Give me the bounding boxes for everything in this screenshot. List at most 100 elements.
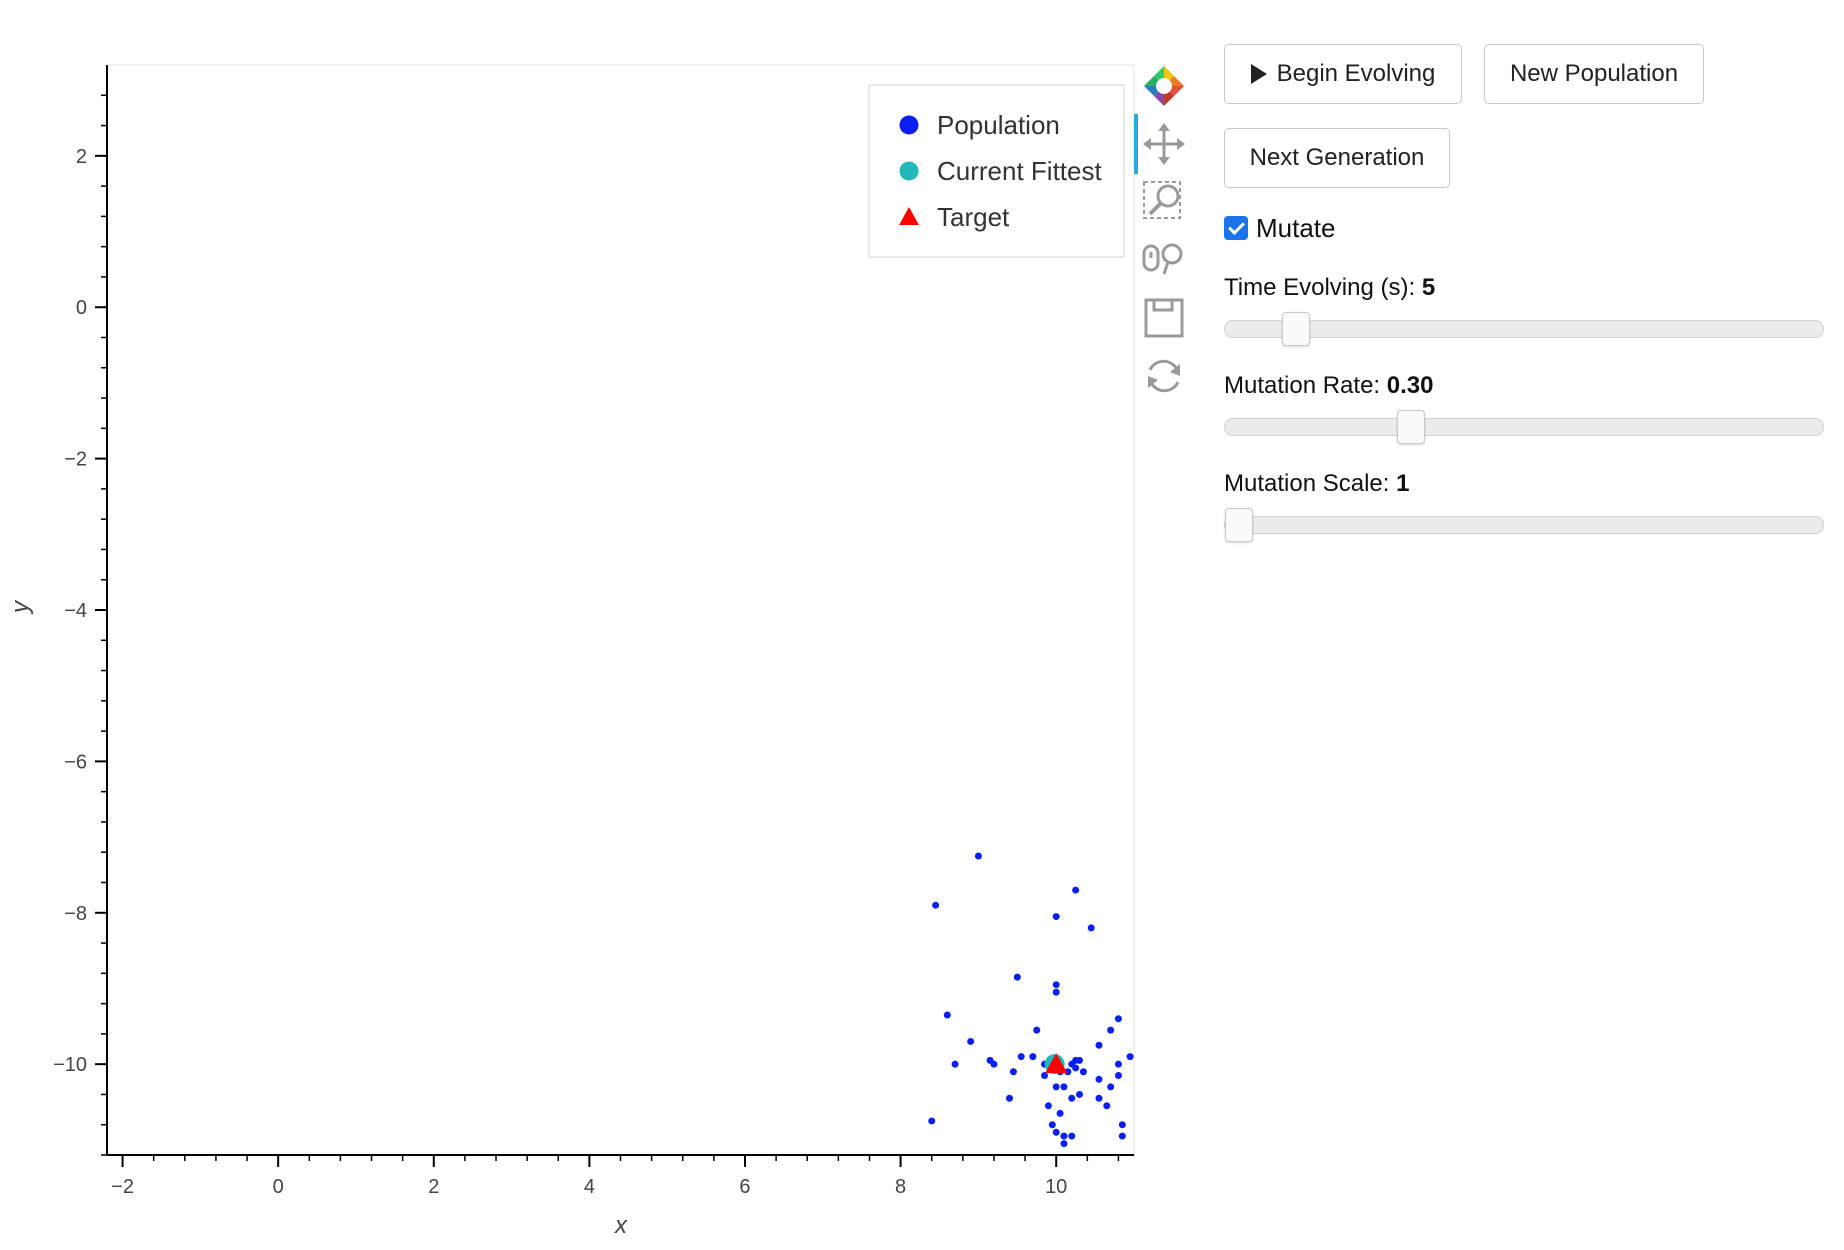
population-point[interactable] — [1044, 1102, 1052, 1110]
legend: Population Current Fittest Target — [868, 84, 1125, 258]
mutation-rate-slider[interactable] — [1224, 410, 1824, 444]
population-point[interactable] — [1052, 988, 1060, 996]
population-point[interactable] — [990, 1060, 998, 1068]
next-generation-button[interactable]: Next Generation — [1224, 128, 1450, 188]
population-point[interactable] — [1068, 1132, 1076, 1140]
population-point[interactable] — [1017, 1053, 1025, 1061]
population-point[interactable] — [1118, 1121, 1126, 1129]
population-point[interactable] — [1048, 1121, 1056, 1129]
population-point[interactable] — [1052, 1128, 1060, 1136]
reset-icon[interactable] — [1140, 352, 1188, 400]
population-point[interactable] — [1041, 1072, 1049, 1080]
population-point[interactable] — [1033, 1026, 1041, 1034]
y-tick-label: −4 — [64, 600, 87, 622]
active-tool-indicator — [1134, 114, 1138, 174]
x-tick-label: 6 — [739, 1176, 750, 1198]
mutate-checkbox[interactable] — [1224, 216, 1248, 240]
time-evolving-slider[interactable] — [1224, 312, 1824, 346]
bokeh-logo-icon[interactable] — [1140, 62, 1188, 110]
population-point[interactable] — [1052, 981, 1060, 989]
x-tick-label: 8 — [895, 1176, 906, 1198]
population-point[interactable] — [967, 1037, 975, 1045]
y-axis-title: y — [7, 599, 34, 615]
population-point[interactable] — [1029, 1053, 1037, 1061]
population-point[interactable] — [1114, 1072, 1122, 1080]
population-point[interactable] — [1072, 886, 1080, 894]
population-point[interactable] — [928, 1117, 936, 1125]
population-point[interactable] — [1114, 1015, 1122, 1023]
box-zoom-icon[interactable] — [1140, 178, 1188, 226]
y-tick-label: 0 — [76, 297, 87, 319]
population-point[interactable] — [1107, 1083, 1115, 1091]
time-evolving-text: Time Evolving (s): — [1224, 274, 1422, 301]
mutation-scale-slider[interactable] — [1224, 508, 1824, 542]
population-point[interactable] — [1056, 1109, 1064, 1117]
wheel-zoom-icon[interactable] — [1140, 236, 1188, 284]
population-point[interactable] — [1013, 973, 1021, 981]
plot-toolbar — [1134, 58, 1194, 418]
time-evolving-slider-handle[interactable] — [1282, 312, 1311, 346]
y-tick-label: −2 — [64, 449, 87, 471]
save-icon[interactable] — [1140, 294, 1188, 342]
population-point[interactable] — [1076, 1056, 1084, 1064]
next-generation-label: Next Generation — [1249, 144, 1425, 171]
legend-label: Target — [937, 202, 1010, 232]
population-point[interactable] — [1006, 1094, 1014, 1102]
scatter-plot[interactable]: −2 0 2 4 6 8 10 2 0 −2 −4 −6 −8 −10 Population Current… — [0, 0, 1140, 1250]
population-point[interactable] — [1076, 1090, 1084, 1098]
mutation-scale-slider-handle[interactable] — [1225, 508, 1253, 542]
time-evolving-value: 5 — [1421, 274, 1436, 301]
begin-evolving-button[interactable]: Begin Evolving — [1224, 44, 1462, 104]
population-point[interactable] — [1060, 1083, 1068, 1091]
population-point[interactable] — [1068, 1094, 1076, 1102]
population-point[interactable] — [932, 901, 940, 909]
target-point[interactable] — [1045, 1053, 1068, 1073]
population-point[interactable] — [1114, 1060, 1122, 1068]
plot-canvas[interactable]: −2 0 2 4 6 8 10 2 0 −2 −4 −6 −8 −10 Population Current… — [0, 0, 1140, 1250]
population-point[interactable] — [943, 1011, 951, 1019]
population-point[interactable] — [951, 1060, 959, 1068]
mutation-rate-text: Mutation Rate: — [1224, 372, 1387, 399]
mutate-label: Mutate — [1256, 212, 1336, 243]
mutation-rate-label: Mutation Rate: 0.30 — [1224, 372, 1433, 400]
population-point[interactable] — [1009, 1068, 1017, 1076]
pan-icon[interactable] — [1140, 120, 1188, 168]
population-point[interactable] — [1095, 1094, 1103, 1102]
legend-marker-circle — [899, 115, 919, 135]
begin-evolving-label: Begin Evolving — [1276, 60, 1436, 87]
population-point[interactable] — [1118, 1132, 1126, 1140]
data-points — [928, 852, 1134, 1148]
y-tick-label: −10 — [53, 1054, 87, 1076]
play-icon — [1250, 64, 1267, 84]
new-population-button[interactable]: New Population — [1484, 44, 1704, 104]
population-point[interactable] — [1095, 1041, 1103, 1049]
population-point[interactable] — [1060, 1132, 1068, 1140]
legend-label: Population — [937, 110, 1060, 140]
x-tick-label: 10 — [1045, 1176, 1067, 1198]
new-population-label: New Population — [1509, 60, 1679, 87]
population-point[interactable] — [1072, 1064, 1080, 1072]
mutation-scale-value: 1 — [1396, 470, 1410, 497]
population-point[interactable] — [1107, 1026, 1115, 1034]
y-tick-label: −8 — [64, 903, 87, 925]
population-point[interactable] — [1103, 1102, 1111, 1110]
x-tick-label: 4 — [584, 1176, 595, 1198]
y-tick-label: −6 — [64, 751, 87, 773]
population-point[interactable] — [1064, 1068, 1072, 1076]
mutate-row: Mutate — [1224, 212, 1336, 244]
population-point[interactable] — [1052, 1083, 1060, 1091]
population-point[interactable] — [1079, 1068, 1087, 1076]
mutation-rate-slider-handle[interactable] — [1396, 410, 1425, 444]
population-point[interactable] — [1126, 1053, 1134, 1061]
population-point[interactable] — [974, 852, 982, 860]
population-point[interactable] — [1052, 913, 1060, 921]
mutation-scale-label: Mutation Scale: 1 — [1224, 470, 1409, 498]
population-point[interactable] — [1095, 1075, 1103, 1083]
population-point[interactable] — [1087, 924, 1095, 932]
x-axis-title: x — [614, 1212, 628, 1239]
axes: −2 0 2 4 6 8 10 2 0 −2 −4 −6 −8 −10 — [53, 65, 1134, 1198]
legend-marker-circle — [899, 161, 919, 181]
x-tick-label: 2 — [428, 1176, 439, 1198]
legend-marker-triangle — [899, 207, 919, 225]
population-point[interactable] — [1060, 1140, 1068, 1148]
